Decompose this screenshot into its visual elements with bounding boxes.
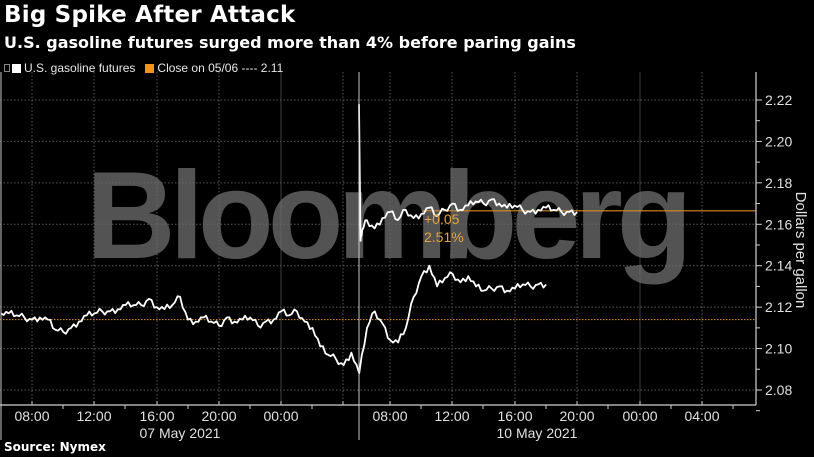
legend-label: U.S. gasoline futures [24,61,136,75]
legend: U.S. gasoline futures Close on 05/06 ---… [4,61,293,75]
x-tick-label: 20:00 [559,408,594,424]
x-tick-label: 12:00 [76,408,111,424]
chart-subtitle: U.S. gasoline futures surged more than 4… [4,33,576,52]
x-tick-label: 00:00 [263,408,298,424]
grid-lines [0,72,756,405]
date-label: 10 May 2021 [497,425,578,441]
y-tick-label: 2.22 [765,92,792,108]
x-tick-label: 20:00 [201,408,236,424]
legend-pin-icon[interactable] [4,64,10,72]
series-line [0,104,578,375]
date-label: 07 May 2021 [140,425,221,441]
x-tick-label: 04:00 [684,408,719,424]
legend-swatch-orange [145,63,155,73]
y-tick-label: 2.10 [765,341,792,357]
source-note: Source: Nymex [4,440,106,454]
percent-annotation: 2.51% [424,229,464,245]
x-tick-label: 00:00 [622,408,657,424]
y-tick-label: 2.18 [765,175,792,191]
x-tick-label: 08:00 [14,408,49,424]
x-tick-label: 08:00 [372,408,407,424]
x-tick-label: 16:00 [497,408,532,424]
chart-title: Big Spike After Attack [4,2,296,28]
y-tick-label: 2.14 [765,258,792,274]
x-tick-label: 16:00 [139,408,174,424]
y-tick-label: 2.08 [765,382,792,398]
axes: 2.08 2.10 2.12 2.14 2.16 2.18 2.20 2.22 08:00 12:… [0,72,792,441]
change-annotation: +0.05 [424,211,460,227]
legend-swatch-white [12,63,21,73]
legend-label: Close on 05/06 ---- 2.11 [157,61,284,75]
y-tick-label: 2.20 [765,133,792,149]
y-tick-label: 2.12 [765,299,792,315]
x-tick-label: 12:00 [434,408,469,424]
y-axis-title: Dollars per gallon [792,192,809,309]
bloomberg-watermark: Bloomberg [86,147,686,285]
legend-item-close[interactable]: Close on 05/06 ---- 2.11 [145,61,283,75]
y-tick-label: 2.16 [765,216,792,232]
legend-item-series[interactable]: U.S. gasoline futures [12,61,135,75]
